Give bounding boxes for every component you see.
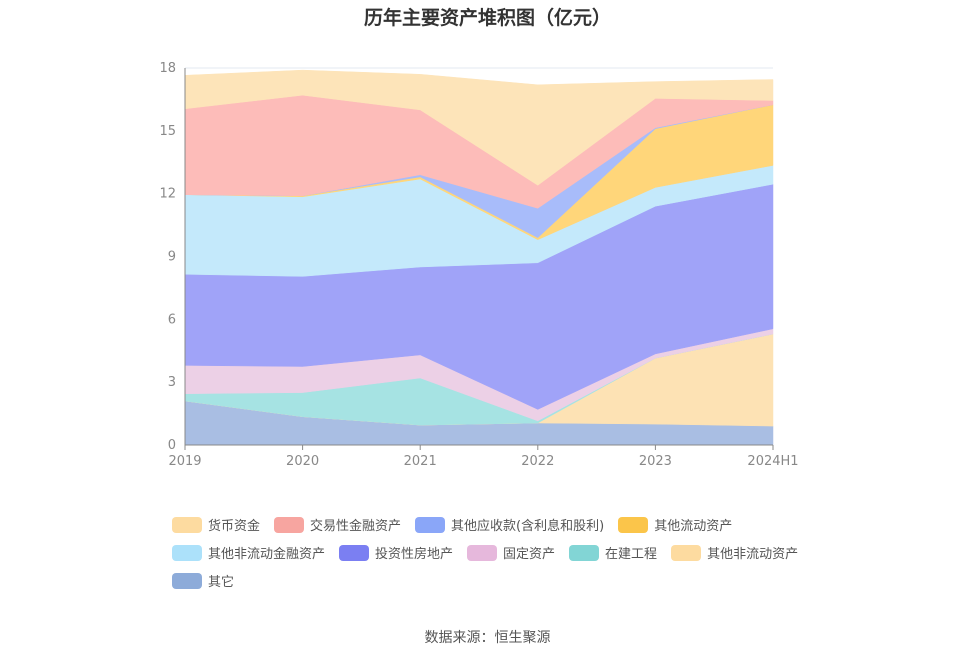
legend-item[interactable]: 其他流动资产 <box>618 515 732 534</box>
legend-swatch <box>569 544 600 561</box>
legend-label: 其他非流动金融资产 <box>208 547 326 562</box>
x-tick-label: 2020 <box>286 454 319 469</box>
y-tick-label: 3 <box>168 375 176 390</box>
y-tick-label: 18 <box>159 61 176 76</box>
legend-label: 在建工程 <box>605 547 658 562</box>
y-tick-label: 9 <box>168 250 176 265</box>
source-note: 数据来源：恒生聚源 <box>424 630 551 646</box>
legend-item[interactable]: 其他应收款(含利息和股利) <box>415 515 604 534</box>
legend-swatch <box>618 516 649 533</box>
stacked-area-chart: 0 3 6 9 12 15 18 2019 2020 2021 2022 2023 2024H1 <box>159 61 798 469</box>
y-tick-label: 15 <box>159 124 176 139</box>
legend-swatch <box>415 516 446 533</box>
legend-label: 其他流动资产 <box>654 519 733 534</box>
y-tick-label: 6 <box>168 312 176 327</box>
x-tick-label: 2022 <box>521 454 554 469</box>
legend-label: 其它 <box>208 575 235 590</box>
axis-layer: 0 3 6 9 12 15 18 2019 2020 2021 2022 2023 2024H1 <box>159 61 798 469</box>
legend-swatch <box>172 544 202 561</box>
legend-label: 交易性金融资产 <box>310 519 402 534</box>
area-series <box>184 69 774 186</box>
legend-item[interactable]: 投资性房地产 <box>339 543 453 562</box>
legend-label: 固定资产 <box>503 547 556 562</box>
legend-item[interactable]: 货币资金 <box>172 515 260 534</box>
legend-swatch <box>339 544 370 561</box>
legend-item[interactable]: 其它 <box>172 571 234 590</box>
y-tick-label: 0 <box>168 438 176 453</box>
x-tick-label: 2023 <box>639 454 672 469</box>
legend-label: 投资性房地产 <box>375 547 454 562</box>
x-tick-label: 2024H1 <box>747 454 798 469</box>
legend-item[interactable]: 其他非流动金融资产 <box>172 543 325 562</box>
legend-item[interactable]: 在建工程 <box>569 543 657 562</box>
area-layer <box>184 69 774 446</box>
legend-swatch <box>172 572 202 589</box>
legend-label: 其他应收款(含利息和股利) <box>451 519 605 534</box>
x-tick-label: 2019 <box>168 454 201 469</box>
x-tick-label: 2021 <box>404 454 437 469</box>
legend-swatch <box>467 544 498 561</box>
y-tick-label: 12 <box>159 187 176 202</box>
chart-title: 历年主要资产堆积图（亿元） <box>363 7 611 29</box>
legend-item[interactable]: 其他非流动资产 <box>671 543 798 562</box>
legend-item[interactable]: 交易性金融资产 <box>274 515 401 534</box>
legend-swatch <box>274 516 305 533</box>
legend-swatch <box>172 516 202 533</box>
legend-swatch <box>671 544 702 561</box>
legend-label: 货币资金 <box>208 519 261 534</box>
legend-item[interactable]: 固定资产 <box>467 543 555 562</box>
legend-label: 其他非流动资产 <box>707 547 799 562</box>
